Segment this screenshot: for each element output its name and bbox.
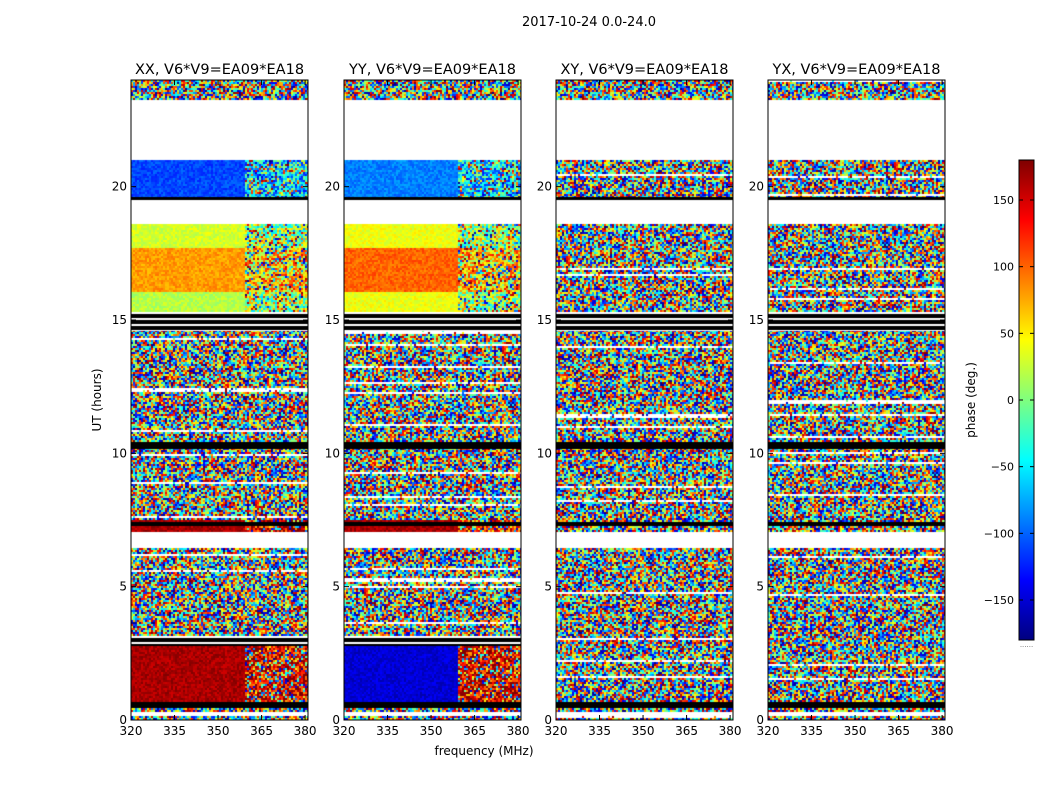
y-tick-label: 20	[537, 180, 552, 194]
x-tick-label: 320	[120, 724, 143, 738]
x-tick-label: 320	[757, 724, 780, 738]
x-tick-label: 335	[800, 724, 823, 738]
colorbar-tick-label: −50	[991, 461, 1014, 474]
x-tick-label: 350	[844, 724, 867, 738]
panel-title: YX, V6*V9=EA09*EA18	[771, 62, 940, 78]
x-tick-label: 350	[632, 724, 655, 738]
x-tick-label: 380	[719, 724, 742, 738]
y-tick-label: 5	[119, 580, 127, 594]
panels-group: XX, V6*V9=EA09*EA18 320 335 350 365 380 0 5 10 15…	[112, 62, 954, 738]
y-tick-label: 5	[332, 580, 340, 594]
panel-3: XY, V6*V9=EA09*EA18 320 335 350 365 380 0 5 10 15…	[537, 62, 742, 738]
panel-1-heatmap	[131, 80, 308, 720]
x-tick-label: 365	[250, 724, 273, 738]
panel-title: XX, V6*V9=EA09*EA18	[135, 62, 304, 78]
x-tick-label: 365	[887, 724, 910, 738]
y-tick-label: 10	[325, 446, 340, 460]
panel-frame	[555, 79, 734, 721]
x-tick-label: 335	[163, 724, 186, 738]
colorbar-tick-label: −150	[984, 594, 1014, 607]
colorbar-footnote: ......	[1020, 641, 1033, 649]
x-tick-label: 380	[294, 724, 317, 738]
panel-4: YX, V6*V9=EA09*EA18 320 335 350 365 380 0 5 10 15…	[749, 62, 954, 738]
x-tick-label: 335	[376, 724, 399, 738]
colorbar-tick-label: 150	[993, 194, 1014, 207]
x-tick-label: 380	[931, 724, 954, 738]
y-axis-label: UT (hours)	[90, 368, 104, 431]
colorbar-tick-label: 50	[1000, 327, 1014, 340]
y-tick-label: 0	[332, 713, 340, 727]
colorbar-tick-label: −100	[984, 527, 1014, 540]
panel-3-heatmap	[556, 80, 733, 720]
colorbar-tick-label: 100	[993, 261, 1014, 274]
x-tick-label: 380	[507, 724, 530, 738]
y-tick-label: 20	[325, 180, 340, 194]
y-tick-label: 15	[749, 313, 764, 327]
y-tick-label: 5	[544, 580, 552, 594]
y-tick-label: 0	[544, 713, 552, 727]
y-tick-label: 15	[325, 313, 340, 327]
panel-frame	[343, 79, 522, 721]
y-tick-label: 20	[112, 180, 127, 194]
panel-title: YY, V6*V9=EA09*EA18	[348, 62, 516, 78]
y-tick-label: 10	[112, 446, 127, 460]
colorbar: 150 100 50 0 −50 −100 −150 phase (deg.)......	[964, 159, 1035, 649]
x-tick-label: 350	[420, 724, 443, 738]
x-axis-label: frequency (MHz)	[434, 744, 533, 758]
panel-2-heatmap	[344, 80, 521, 720]
panel-1: XX, V6*V9=EA09*EA18 320 335 350 365 380 0 5 10 15…	[112, 62, 317, 738]
y-tick-label: 0	[119, 713, 127, 727]
colorbar-tick-label: 0	[1007, 394, 1014, 407]
colorbar-label: phase (deg.)	[964, 362, 978, 438]
x-tick-label: 335	[588, 724, 611, 738]
panel-2: YY, V6*V9=EA09*EA18 320 335 350 365 380 0 5 10 15…	[325, 62, 530, 738]
panel-title: XY, V6*V9=EA09*EA18	[560, 62, 728, 78]
panel-frame	[130, 79, 309, 721]
y-tick-label: 5	[756, 580, 764, 594]
x-tick-label: 320	[545, 724, 568, 738]
y-tick-label: 15	[112, 313, 127, 327]
panel-frame	[767, 79, 946, 721]
x-tick-label: 365	[463, 724, 486, 738]
y-tick-label: 0	[756, 713, 764, 727]
x-tick-label: 365	[675, 724, 698, 738]
x-tick-label: 320	[333, 724, 356, 738]
figure-title: 2017-10-24 0.0-24.0	[522, 15, 656, 30]
y-tick-label: 20	[749, 180, 764, 194]
x-tick-label: 350	[207, 724, 230, 738]
y-tick-label: 10	[537, 446, 552, 460]
panel-4-heatmap	[768, 80, 945, 720]
y-tick-label: 15	[537, 313, 552, 327]
y-tick-label: 10	[749, 446, 764, 460]
